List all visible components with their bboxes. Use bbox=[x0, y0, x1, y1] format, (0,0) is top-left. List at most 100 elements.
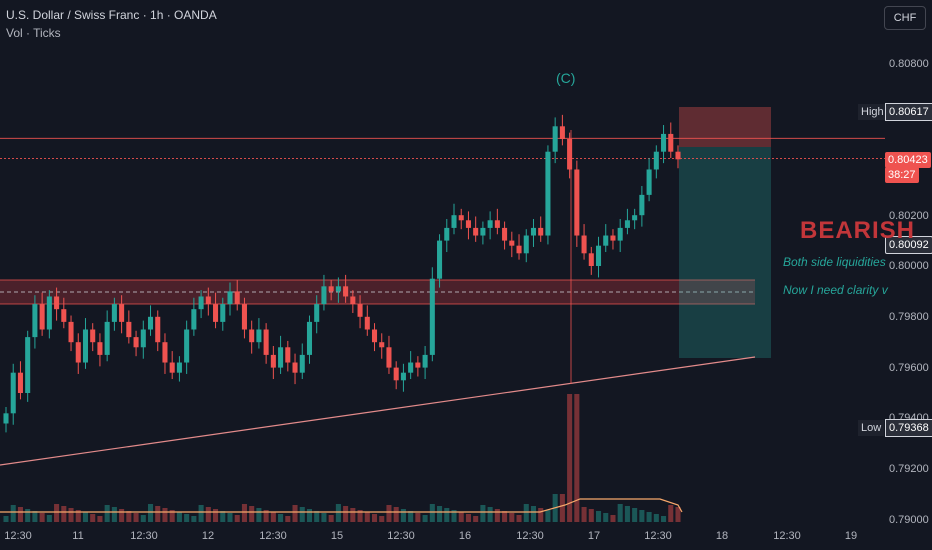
candle-body bbox=[54, 296, 60, 310]
volume-bar bbox=[198, 505, 204, 522]
candle-body bbox=[429, 278, 435, 355]
volume-bar bbox=[306, 509, 313, 522]
candle-body bbox=[465, 220, 471, 228]
x-tick: 18 bbox=[715, 530, 729, 542]
candle-body bbox=[90, 329, 96, 343]
candle-body bbox=[639, 194, 645, 216]
candle-body bbox=[451, 215, 457, 228]
candle-body bbox=[68, 321, 74, 343]
volume-bar bbox=[639, 510, 645, 522]
volume-bar bbox=[162, 508, 168, 522]
candle-body bbox=[10, 372, 16, 414]
volume-bar bbox=[509, 513, 515, 522]
volume-bar bbox=[61, 506, 67, 522]
volume-bar bbox=[668, 505, 674, 522]
currency-button[interactable]: CHF bbox=[884, 6, 926, 30]
volume-bar bbox=[653, 514, 659, 522]
candle-body bbox=[668, 133, 674, 152]
volume-bar bbox=[205, 507, 211, 522]
candle-body bbox=[379, 342, 385, 348]
x-tick: 15 bbox=[330, 530, 344, 542]
candle-body bbox=[559, 126, 565, 139]
x-tick: 12:30 bbox=[773, 530, 801, 542]
high-value: 0.80617 bbox=[885, 103, 932, 121]
candle-body bbox=[400, 372, 406, 381]
volume-bar bbox=[234, 515, 240, 522]
volume-bar bbox=[126, 511, 132, 522]
volume-bar bbox=[523, 504, 529, 522]
volume-bar bbox=[292, 505, 298, 522]
volume-bar bbox=[494, 509, 500, 522]
volume-bar bbox=[502, 511, 508, 522]
x-tick: 11 bbox=[72, 530, 84, 542]
volume-bar bbox=[32, 511, 38, 522]
candle-body bbox=[133, 337, 139, 348]
chart-legend: U.S. Dollar / Swiss Franc · 1h · OANDA V… bbox=[6, 6, 217, 42]
volume-bar bbox=[545, 510, 551, 522]
x-tick: 16 bbox=[458, 530, 472, 542]
x-tick: 12:30 bbox=[516, 530, 544, 542]
take-profit-box bbox=[679, 147, 771, 358]
candle-body bbox=[184, 329, 190, 363]
candle-body bbox=[393, 367, 399, 381]
candle-body bbox=[530, 227, 537, 236]
volume-bar bbox=[147, 504, 154, 522]
volume-bar bbox=[646, 512, 652, 522]
candle-body bbox=[104, 321, 110, 355]
volume-bar bbox=[227, 513, 233, 522]
candle-body bbox=[350, 296, 356, 305]
volume-bar bbox=[487, 507, 493, 522]
indicator-label: Vol · Ticks bbox=[6, 26, 61, 40]
candle-body bbox=[119, 304, 125, 322]
trend-line bbox=[0, 356, 756, 466]
candle-body bbox=[75, 342, 81, 363]
candle-body bbox=[675, 151, 681, 160]
candle-body bbox=[278, 347, 284, 368]
volume-bar bbox=[617, 504, 623, 522]
volume-bar bbox=[458, 512, 464, 522]
y-tick: 0.80000 bbox=[889, 260, 929, 272]
volume-bar bbox=[444, 508, 450, 522]
candle-body bbox=[169, 362, 175, 373]
y-tick: 0.79800 bbox=[889, 311, 929, 323]
volume-bar bbox=[321, 513, 327, 522]
candle-body bbox=[25, 337, 31, 393]
volume-bar bbox=[371, 514, 378, 522]
y-tick: 0.79200 bbox=[889, 463, 929, 475]
volume-bar bbox=[357, 510, 363, 522]
candle-body bbox=[205, 296, 211, 305]
wave-label: (C) bbox=[556, 70, 576, 86]
candle-body bbox=[249, 329, 255, 343]
volume-bar bbox=[386, 505, 392, 522]
volume-bar bbox=[328, 515, 334, 522]
candle-body bbox=[617, 227, 623, 241]
candle-body bbox=[46, 296, 52, 330]
candle-body bbox=[545, 151, 551, 236]
candle-body bbox=[581, 235, 587, 254]
volume-bar bbox=[133, 513, 139, 522]
candle-body bbox=[502, 227, 508, 241]
symbol-title: U.S. Dollar / Swiss Franc · 1h · OANDA bbox=[6, 8, 217, 22]
volume-bar bbox=[90, 514, 96, 522]
volume-bar bbox=[46, 515, 52, 522]
candle-body bbox=[111, 304, 117, 322]
volume-bar bbox=[82, 512, 89, 522]
volume-bar bbox=[285, 516, 291, 522]
candle-body bbox=[653, 151, 659, 170]
volume-bar bbox=[184, 514, 190, 522]
volume-bar bbox=[595, 511, 602, 522]
candle-body bbox=[487, 220, 493, 228]
x-tick: 12:30 bbox=[4, 530, 32, 542]
current-price-badge: 0.80423 bbox=[885, 152, 931, 168]
volume-bar bbox=[437, 506, 443, 522]
volume-bar bbox=[473, 516, 479, 522]
volume-bar bbox=[270, 512, 276, 522]
volume-bar bbox=[603, 513, 609, 522]
bearish-annotation: BEARISH bbox=[800, 217, 916, 244]
candle-body bbox=[494, 220, 500, 228]
x-tick: 12:30 bbox=[644, 530, 672, 542]
volume-bar bbox=[480, 505, 486, 522]
candle-body bbox=[422, 354, 428, 368]
candle-body bbox=[328, 286, 334, 292]
